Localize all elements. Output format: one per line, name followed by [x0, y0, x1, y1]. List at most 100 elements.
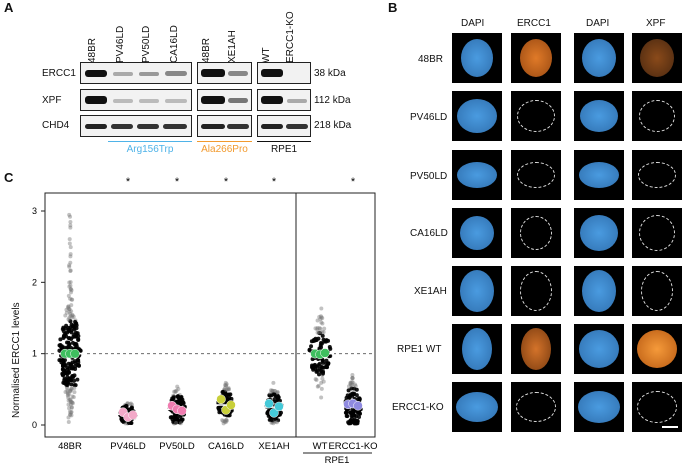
data-point — [68, 286, 73, 291]
data-point — [126, 421, 131, 426]
data-point — [66, 304, 71, 309]
y-tick-label: 0 — [32, 420, 37, 430]
data-point — [128, 401, 133, 406]
data-point — [68, 220, 73, 225]
micrograph-dapi — [574, 208, 624, 258]
panel-label-a: A — [4, 0, 14, 15]
blot-strip — [80, 89, 192, 111]
lane-label: ERCC1-KO — [285, 11, 296, 63]
data-point — [65, 389, 70, 394]
data-point — [70, 297, 75, 302]
data-point — [315, 325, 320, 330]
replicate-mean — [274, 401, 284, 412]
data-point — [319, 395, 324, 400]
data-point — [67, 309, 72, 314]
data-point — [68, 402, 73, 407]
data-point — [319, 315, 324, 320]
data-point — [272, 397, 277, 402]
data-point — [69, 386, 74, 391]
data-point — [69, 303, 74, 308]
data-point — [72, 390, 77, 395]
data-point — [315, 330, 320, 335]
x-category-label: 48BR — [58, 441, 82, 452]
data-point — [75, 377, 80, 382]
y-tick-label: 3 — [32, 206, 37, 216]
micrograph-dapi — [574, 382, 624, 432]
data-point — [352, 382, 357, 387]
replicate-mean — [264, 398, 274, 409]
data-point — [357, 411, 362, 416]
data-point — [222, 419, 227, 424]
data-point — [73, 319, 78, 324]
group-underline — [108, 141, 192, 142]
microscopy-row-label: PV50LD — [410, 171, 448, 182]
data-point — [66, 317, 71, 322]
data-point — [78, 348, 83, 353]
data-point — [70, 313, 75, 318]
scale-bar — [662, 426, 678, 428]
data-point — [68, 399, 73, 404]
data-point — [61, 359, 66, 364]
micrograph-xpf — [632, 266, 682, 316]
lane-label: 48BR — [201, 37, 212, 63]
data-point — [68, 280, 73, 285]
data-point — [226, 387, 231, 392]
data-point — [353, 383, 358, 388]
data-point — [128, 402, 133, 407]
data-point — [224, 417, 229, 422]
data-point — [348, 381, 353, 386]
data-point — [224, 383, 229, 388]
data-point — [68, 388, 73, 393]
microscopy-row-label: CA16LD — [410, 228, 448, 239]
y-tick-label: 2 — [32, 277, 37, 287]
data-point — [74, 332, 79, 337]
data-point — [69, 330, 74, 335]
data-point — [175, 384, 180, 389]
data-point — [68, 269, 73, 274]
data-point — [320, 333, 325, 338]
blot-kda: 38 kDa — [314, 68, 346, 79]
data-point — [68, 397, 73, 402]
data-point — [354, 420, 359, 425]
data-point — [223, 383, 228, 388]
data-point — [174, 420, 179, 425]
lane-label: PV46LD — [115, 25, 126, 63]
data-point — [66, 305, 71, 310]
data-point — [178, 421, 183, 426]
data-point — [68, 399, 73, 404]
data-point — [67, 264, 72, 269]
data-point — [270, 388, 275, 393]
data-point — [348, 382, 353, 387]
data-point — [175, 394, 180, 399]
significance-marker: * — [272, 176, 277, 188]
data-point — [222, 419, 227, 424]
replicate-mean — [226, 400, 236, 410]
data-point — [269, 393, 274, 398]
blot-row-label: XPF — [42, 95, 62, 106]
data-point — [69, 410, 74, 415]
data-point — [319, 306, 324, 311]
data-point — [67, 392, 72, 397]
data-point — [66, 402, 71, 407]
data-point — [76, 358, 81, 363]
data-point — [65, 382, 70, 387]
x-category-label: PV46LD — [110, 441, 146, 452]
micrograph-dapi — [452, 382, 502, 432]
data-point — [357, 415, 362, 420]
data-point — [224, 383, 229, 388]
data-point — [69, 336, 74, 341]
data-point — [68, 287, 73, 292]
data-point — [317, 315, 322, 320]
replicate-mean — [128, 410, 138, 420]
data-point — [349, 416, 354, 421]
data-point — [68, 412, 73, 417]
data-point — [317, 326, 322, 331]
blot-kda: 218 kDa — [314, 120, 352, 131]
group-label-ala266pro: Ala266Pro — [201, 144, 248, 155]
data-point — [70, 364, 75, 369]
data-point — [321, 330, 326, 335]
data-point — [274, 420, 279, 425]
data-point — [320, 376, 325, 381]
data-point — [174, 388, 179, 393]
data-point — [73, 364, 78, 369]
